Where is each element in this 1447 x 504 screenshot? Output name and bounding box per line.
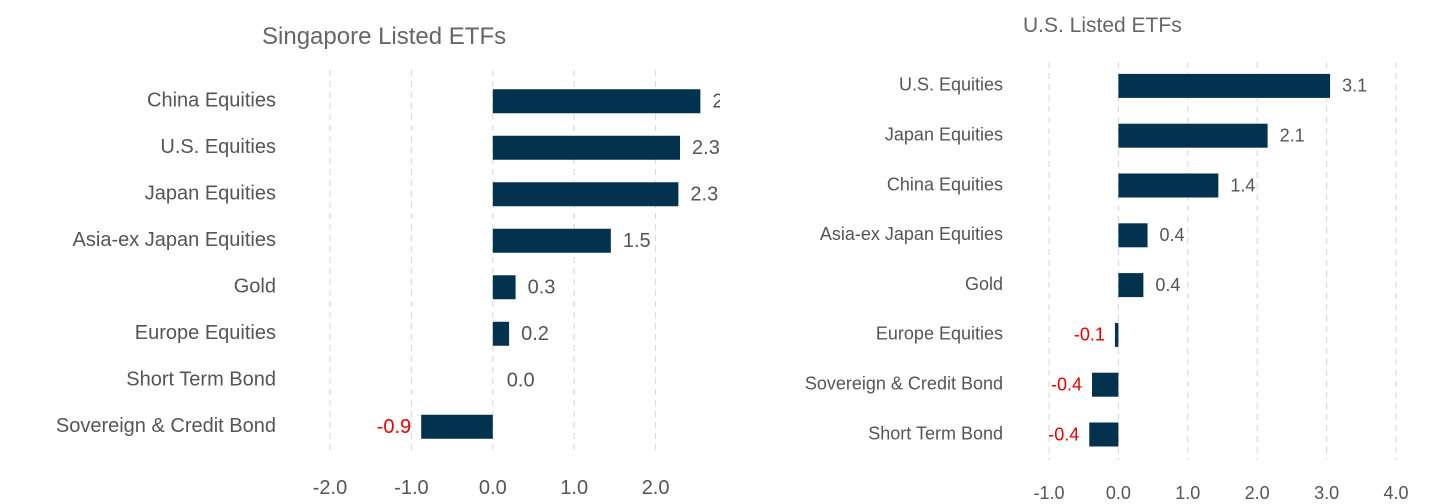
category-label: Japan Equities	[145, 183, 276, 205]
category-label: Europe Equities	[135, 322, 276, 344]
data-label: 2.3	[690, 184, 718, 206]
bar	[1118, 273, 1144, 298]
category-label: Sovereign & Credit Bond	[805, 373, 1003, 393]
us-etf-chart: U.S. Listed ETFs -1.0 0.0 1.0 2.0 3.0 4.0 U.S.…	[805, 14, 1409, 503]
bar	[492, 89, 701, 114]
data-label: 0.4	[1155, 275, 1180, 295]
category-label: Gold	[965, 274, 1003, 294]
data-label: 2.6	[712, 91, 720, 113]
bar	[492, 275, 516, 300]
bar	[1114, 322, 1119, 347]
singapore-etf-chart: Singapore Listed ETFs -2.0-1.00.01.02.03…	[56, 23, 720, 499]
bar	[1092, 372, 1119, 397]
bar	[421, 414, 493, 439]
x-tick-label: 3.0	[1314, 483, 1339, 503]
data-label: 0.4	[1160, 225, 1185, 245]
category-label: Sovereign & Credit Bond	[56, 415, 276, 437]
x-tick-label: 0.0	[479, 477, 507, 499]
category-label: Short Term Bond	[126, 369, 276, 391]
category-label: China Equities	[887, 174, 1003, 194]
data-label: 0.3	[528, 277, 556, 299]
x-tick-label: -1.0	[394, 477, 428, 499]
x-tick-label: 2.0	[642, 477, 670, 499]
data-label: 0.2	[521, 323, 549, 345]
category-label: Gold	[234, 276, 276, 298]
x-tick-label: 1.0	[560, 477, 588, 499]
data-label: 2.3	[692, 137, 720, 159]
category-label: U.S. Equities	[899, 75, 1003, 95]
category-label: Japan Equities	[885, 124, 1003, 144]
x-tick-label: 2.0	[1245, 483, 1270, 503]
bar	[1118, 173, 1219, 198]
bar	[492, 135, 681, 160]
x-tick-label: -1.0	[1033, 483, 1064, 503]
x-tick-label: 1.0	[1175, 483, 1200, 503]
bar	[1089, 422, 1119, 447]
data-label: 2.1	[1280, 125, 1305, 145]
data-label: -0.1	[1074, 325, 1105, 345]
bar	[1118, 73, 1331, 98]
category-label: U.S. Equities	[160, 136, 276, 158]
x-tick-label: 4.0	[1383, 483, 1408, 503]
data-label: -0.4	[1051, 374, 1082, 394]
bar	[1118, 223, 1148, 248]
bar	[492, 321, 510, 346]
bar	[492, 182, 679, 207]
x-tick-label: -2.0	[313, 477, 347, 499]
category-label: Asia-ex Japan Equities	[820, 224, 1003, 244]
data-label: -0.9	[377, 416, 411, 438]
category-label: Short Term Bond	[868, 423, 1003, 443]
bar	[492, 228, 611, 253]
data-label: 3.1	[1342, 76, 1367, 96]
bar	[1118, 123, 1268, 148]
category-label: Asia-ex Japan Equities	[73, 229, 276, 251]
chart-title: U.S. Listed ETFs	[1023, 14, 1182, 37]
data-label: 1.4	[1230, 175, 1255, 195]
category-label: Europe Equities	[876, 324, 1003, 344]
chart-title: Singapore Listed ETFs	[262, 23, 506, 50]
data-label: 1.5	[623, 230, 651, 252]
data-label: -0.4	[1048, 424, 1079, 444]
x-tick-label: 0.0	[1106, 483, 1131, 503]
data-label: 0.0	[507, 370, 535, 392]
category-label: China Equities	[147, 90, 276, 112]
